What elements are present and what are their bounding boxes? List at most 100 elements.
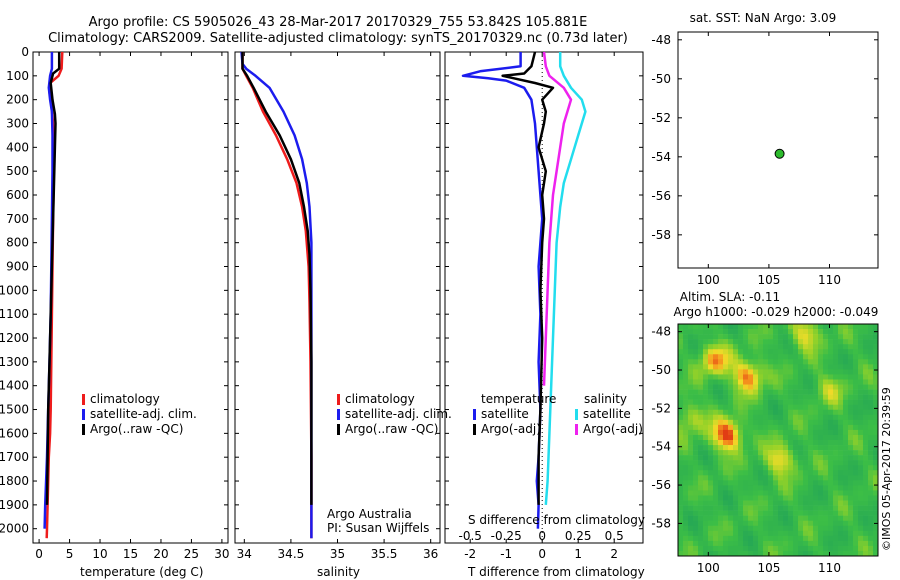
heatmap-cell [853, 470, 859, 476]
heatmap-cell [868, 520, 874, 527]
y-tick-label: 600 [6, 188, 29, 202]
heatmap-cell [858, 364, 864, 370]
heatmap-cell [733, 500, 739, 506]
heatmap-cell [723, 374, 729, 380]
heatmap-cell [793, 455, 799, 461]
heatmap-cell [808, 440, 814, 446]
heatmap-cell [773, 440, 779, 446]
heatmap-cell [708, 500, 714, 506]
heatmap-cell [808, 445, 814, 451]
heatmap-cell [793, 465, 799, 471]
heatmap-cell [833, 374, 839, 380]
heatmap-cell [713, 540, 719, 547]
heatmap-cell [823, 470, 829, 476]
heatmap-cell [743, 500, 749, 506]
heatmap-cell [788, 369, 794, 375]
heatmap-cell [693, 470, 699, 476]
heatmap-cell [788, 535, 794, 542]
heatmap-cell [718, 429, 724, 436]
heatmap-cell [693, 500, 699, 506]
heatmap-cell [863, 359, 869, 365]
heatmap-cell [768, 379, 774, 385]
heatmap-cell [833, 540, 839, 547]
heatmap-cell [843, 460, 849, 466]
heatmap-cell [693, 389, 699, 395]
heatmap-cell [773, 475, 779, 481]
heatmap-cell [698, 525, 704, 532]
heatmap-cell [868, 505, 874, 511]
heatmap-cell [683, 359, 689, 365]
heatmap-cell [808, 389, 814, 395]
heatmap-cell [703, 364, 709, 370]
heatmap-cell [873, 490, 879, 496]
heatmap-cell [718, 440, 724, 446]
heatmap-cell [843, 419, 849, 426]
heatmap-cell [733, 455, 739, 461]
x-tick-label: 25 [184, 547, 199, 561]
heatmap-cell [808, 490, 814, 496]
heatmap-cell [838, 545, 844, 552]
heatmap-cell [823, 515, 829, 521]
heatmap-cell [818, 419, 824, 426]
heatmap-cell [813, 490, 819, 496]
heatmap-cell [868, 374, 874, 380]
heatmap-cell [678, 349, 684, 355]
heatmap-cell [863, 485, 869, 491]
heatmap-cell [758, 460, 764, 466]
heatmap-cell [863, 409, 869, 416]
heatmap-cell [728, 409, 734, 416]
series-line-argo-raw-qc- [45, 52, 61, 505]
operator-label: Argo Australia [327, 507, 412, 521]
heatmap-cell [803, 354, 809, 360]
heatmap-cell [683, 440, 689, 446]
heatmap-cell [708, 394, 714, 400]
heatmap-cell [723, 480, 729, 486]
heatmap-cell [723, 500, 729, 506]
pi-label: PI: Susan Wijffels [327, 521, 429, 535]
heatmap-cell [848, 339, 854, 345]
heatmap-cell [823, 434, 829, 441]
heatmap-cell [818, 329, 824, 335]
heatmap-cell [823, 440, 829, 446]
heatmap-cell [688, 550, 694, 557]
y-tick-label: -52 [651, 401, 671, 415]
heatmap-cell [748, 404, 754, 411]
heatmap-cell [708, 535, 714, 542]
heatmap-cell [853, 495, 859, 501]
heatmap-cell [838, 500, 844, 506]
heatmap-cell [698, 520, 704, 527]
heatmap-cell [723, 359, 729, 365]
heatmap-cell [723, 414, 729, 421]
heatmap-cell [833, 530, 839, 537]
heatmap-cell [848, 419, 854, 426]
heatmap-cell [728, 399, 734, 405]
heatmap-cell [793, 550, 799, 557]
heatmap-cell [858, 429, 864, 436]
heatmap-cell [758, 455, 764, 461]
heatmap-cell [703, 535, 709, 542]
heatmap-cell [768, 470, 774, 476]
heatmap-cell [773, 409, 779, 416]
heatmap-cell [823, 349, 829, 355]
heatmap-cell [813, 369, 819, 375]
heatmap-cell [863, 530, 869, 537]
heatmap-cell [843, 384, 849, 390]
heatmap-cell [798, 344, 804, 350]
heatmap-cell [868, 369, 874, 375]
heatmap-cell [828, 540, 834, 547]
heatmap-cell [753, 344, 759, 350]
heatmap-cell [803, 505, 809, 511]
heatmap-cell [833, 354, 839, 360]
heatmap-cell [683, 525, 689, 532]
heatmap-cell [873, 389, 879, 395]
series-line-climatology [241, 52, 313, 539]
heatmap-cell [768, 515, 774, 521]
heatmap-cell [718, 480, 724, 486]
heatmap-cell [823, 535, 829, 542]
heatmap-cell [703, 520, 709, 527]
heatmap-cell [838, 465, 844, 471]
heatmap-cell [768, 505, 774, 511]
heatmap-cell [683, 434, 689, 441]
heatmap-cell [718, 535, 724, 542]
heatmap-cell [778, 344, 784, 350]
